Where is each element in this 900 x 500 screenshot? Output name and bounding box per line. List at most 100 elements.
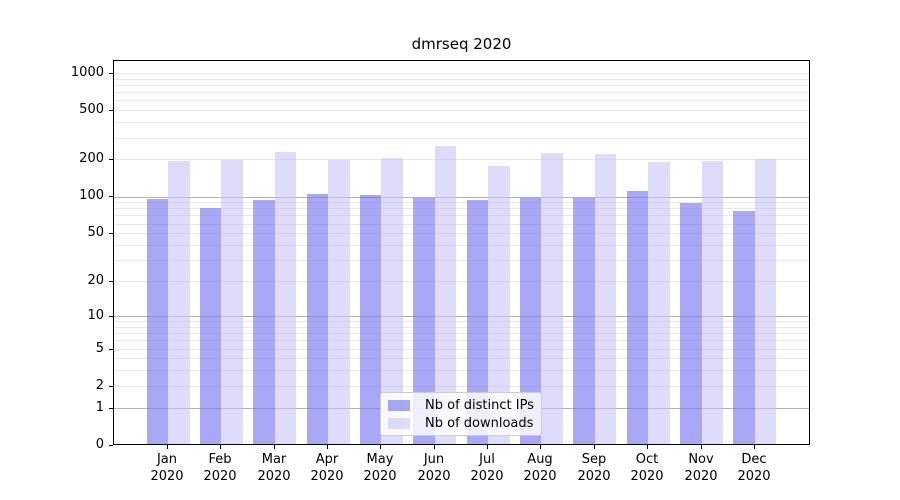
x-tick-mark <box>274 445 275 449</box>
y-tick-mark <box>109 196 113 197</box>
month-label: Jul <box>479 452 495 467</box>
year-label: 2020 <box>203 469 237 484</box>
minor-gridline <box>114 348 809 350</box>
x-tick-label: Jun 2020 <box>404 451 464 485</box>
bar-distinct-ips-jul <box>466 199 489 444</box>
bar-distinct-ips-oct <box>626 190 649 444</box>
year-label: 2020 <box>523 469 557 484</box>
x-tick-mark <box>380 445 381 449</box>
y-tick-label: 200 <box>79 151 104 166</box>
bar-distinct-ips-jun <box>413 198 435 444</box>
y-tick-label: 0 <box>95 437 104 452</box>
month-label: Nov <box>688 452 714 467</box>
legend-label-downloads: Nb of downloads <box>425 415 534 431</box>
y-tick-mark <box>109 445 113 446</box>
minor-gridline <box>114 159 809 161</box>
legend-item-distinct-ips: Nb of distinct IPs <box>381 398 541 413</box>
x-tick-label: Dec 2020 <box>724 451 784 485</box>
bar-distinct-ips-sep <box>573 197 595 444</box>
legend: Nb of distinct IPs Nb of downloads <box>380 392 542 436</box>
minor-gridline <box>114 110 809 112</box>
x-tick-label: Oct 2020 <box>617 451 677 485</box>
bar-downloads-jun <box>434 146 457 444</box>
minor-gridline <box>114 358 809 360</box>
bar-downloads-apr <box>328 160 350 444</box>
minor-gridline <box>114 260 809 262</box>
y-tick-mark <box>109 73 113 74</box>
minor-gridline <box>114 100 809 102</box>
bar-distinct-ips-mar <box>253 199 275 444</box>
y-tick-mark <box>109 159 113 160</box>
x-tick-label: Apr 2020 <box>297 451 357 485</box>
month-label: Mar <box>261 452 287 467</box>
bar-downloads-nov <box>701 161 723 444</box>
bar-downloads-jul <box>488 165 510 444</box>
y-tick-mark <box>109 408 113 409</box>
year-label: 2020 <box>417 469 451 484</box>
y-tick-label: 500 <box>79 102 104 117</box>
x-tick-label: Nov 2020 <box>671 451 731 485</box>
legend-swatch-distinct-ips <box>388 399 410 411</box>
bar-downloads-sep <box>594 153 617 444</box>
bar-downloads-dec <box>754 158 777 444</box>
x-tick-label: Aug 2020 <box>510 451 570 485</box>
minor-gridline <box>114 385 809 387</box>
bar-distinct-ips-nov <box>680 202 702 444</box>
bar-distinct-ips-feb <box>199 208 222 444</box>
month-label: Feb <box>208 452 232 467</box>
bar-distinct-ips-aug <box>519 198 542 444</box>
year-label: 2020 <box>577 469 611 484</box>
y-tick-label: 2 <box>95 378 104 393</box>
x-tick-label: Mar 2020 <box>244 451 304 485</box>
minor-gridline <box>114 340 809 342</box>
month-label: Jan <box>156 452 178 467</box>
y-tick-label: 1000 <box>70 65 104 80</box>
year-label: 2020 <box>737 469 771 484</box>
year-label: 2020 <box>684 469 718 484</box>
chart-title: dmrseq 2020 <box>411 35 512 53</box>
bar-downloads-feb <box>221 160 243 444</box>
minor-gridline <box>114 84 809 86</box>
major-gridline <box>114 196 809 198</box>
y-tick-mark <box>109 386 113 387</box>
x-tick-mark <box>594 445 595 449</box>
y-tick-label: 1 <box>95 400 104 415</box>
month-label: Jun <box>423 452 445 467</box>
minor-gridline <box>114 223 809 225</box>
y-tick-label: 100 <box>79 188 104 203</box>
y-tick-mark <box>109 110 113 111</box>
year-label: 2020 <box>150 469 184 484</box>
y-tick-label: 5 <box>95 341 104 356</box>
bar-distinct-ips-may <box>359 194 382 444</box>
minor-gridline <box>114 92 809 94</box>
x-tick-mark <box>327 445 328 449</box>
x-tick-label: Sep 2020 <box>564 451 624 485</box>
year-label: 2020 <box>257 469 291 484</box>
x-tick-mark <box>220 445 221 449</box>
year-label: 2020 <box>630 469 664 484</box>
y-tick-mark <box>109 316 113 317</box>
legend-swatch-downloads <box>388 417 410 429</box>
y-tick-label: 50 <box>87 225 104 240</box>
x-tick-mark <box>434 445 435 449</box>
x-tick-mark <box>701 445 702 449</box>
minor-gridline <box>114 326 809 328</box>
minor-gridline <box>114 137 809 139</box>
legend-label-distinct-ips: Nb of distinct IPs <box>425 397 534 413</box>
minor-gridline <box>114 202 809 204</box>
x-tick-label: Feb 2020 <box>190 451 250 485</box>
minor-gridline <box>114 370 809 372</box>
y-tick-label: 10 <box>87 308 104 323</box>
minor-gridline <box>114 208 809 210</box>
bar-distinct-ips-apr <box>306 193 329 444</box>
bar-downloads-may <box>381 158 403 444</box>
plot-area: Nb of distinct IPs Nb of downloads <box>113 60 810 445</box>
x-tick-label: Jan 2020 <box>137 451 197 485</box>
x-tick-mark <box>167 445 168 449</box>
bar-downloads-jan <box>168 161 190 444</box>
bar-downloads-aug <box>541 153 563 444</box>
month-label: Sep <box>581 452 607 467</box>
month-label: Apr <box>315 452 339 467</box>
minor-gridline <box>114 72 809 74</box>
